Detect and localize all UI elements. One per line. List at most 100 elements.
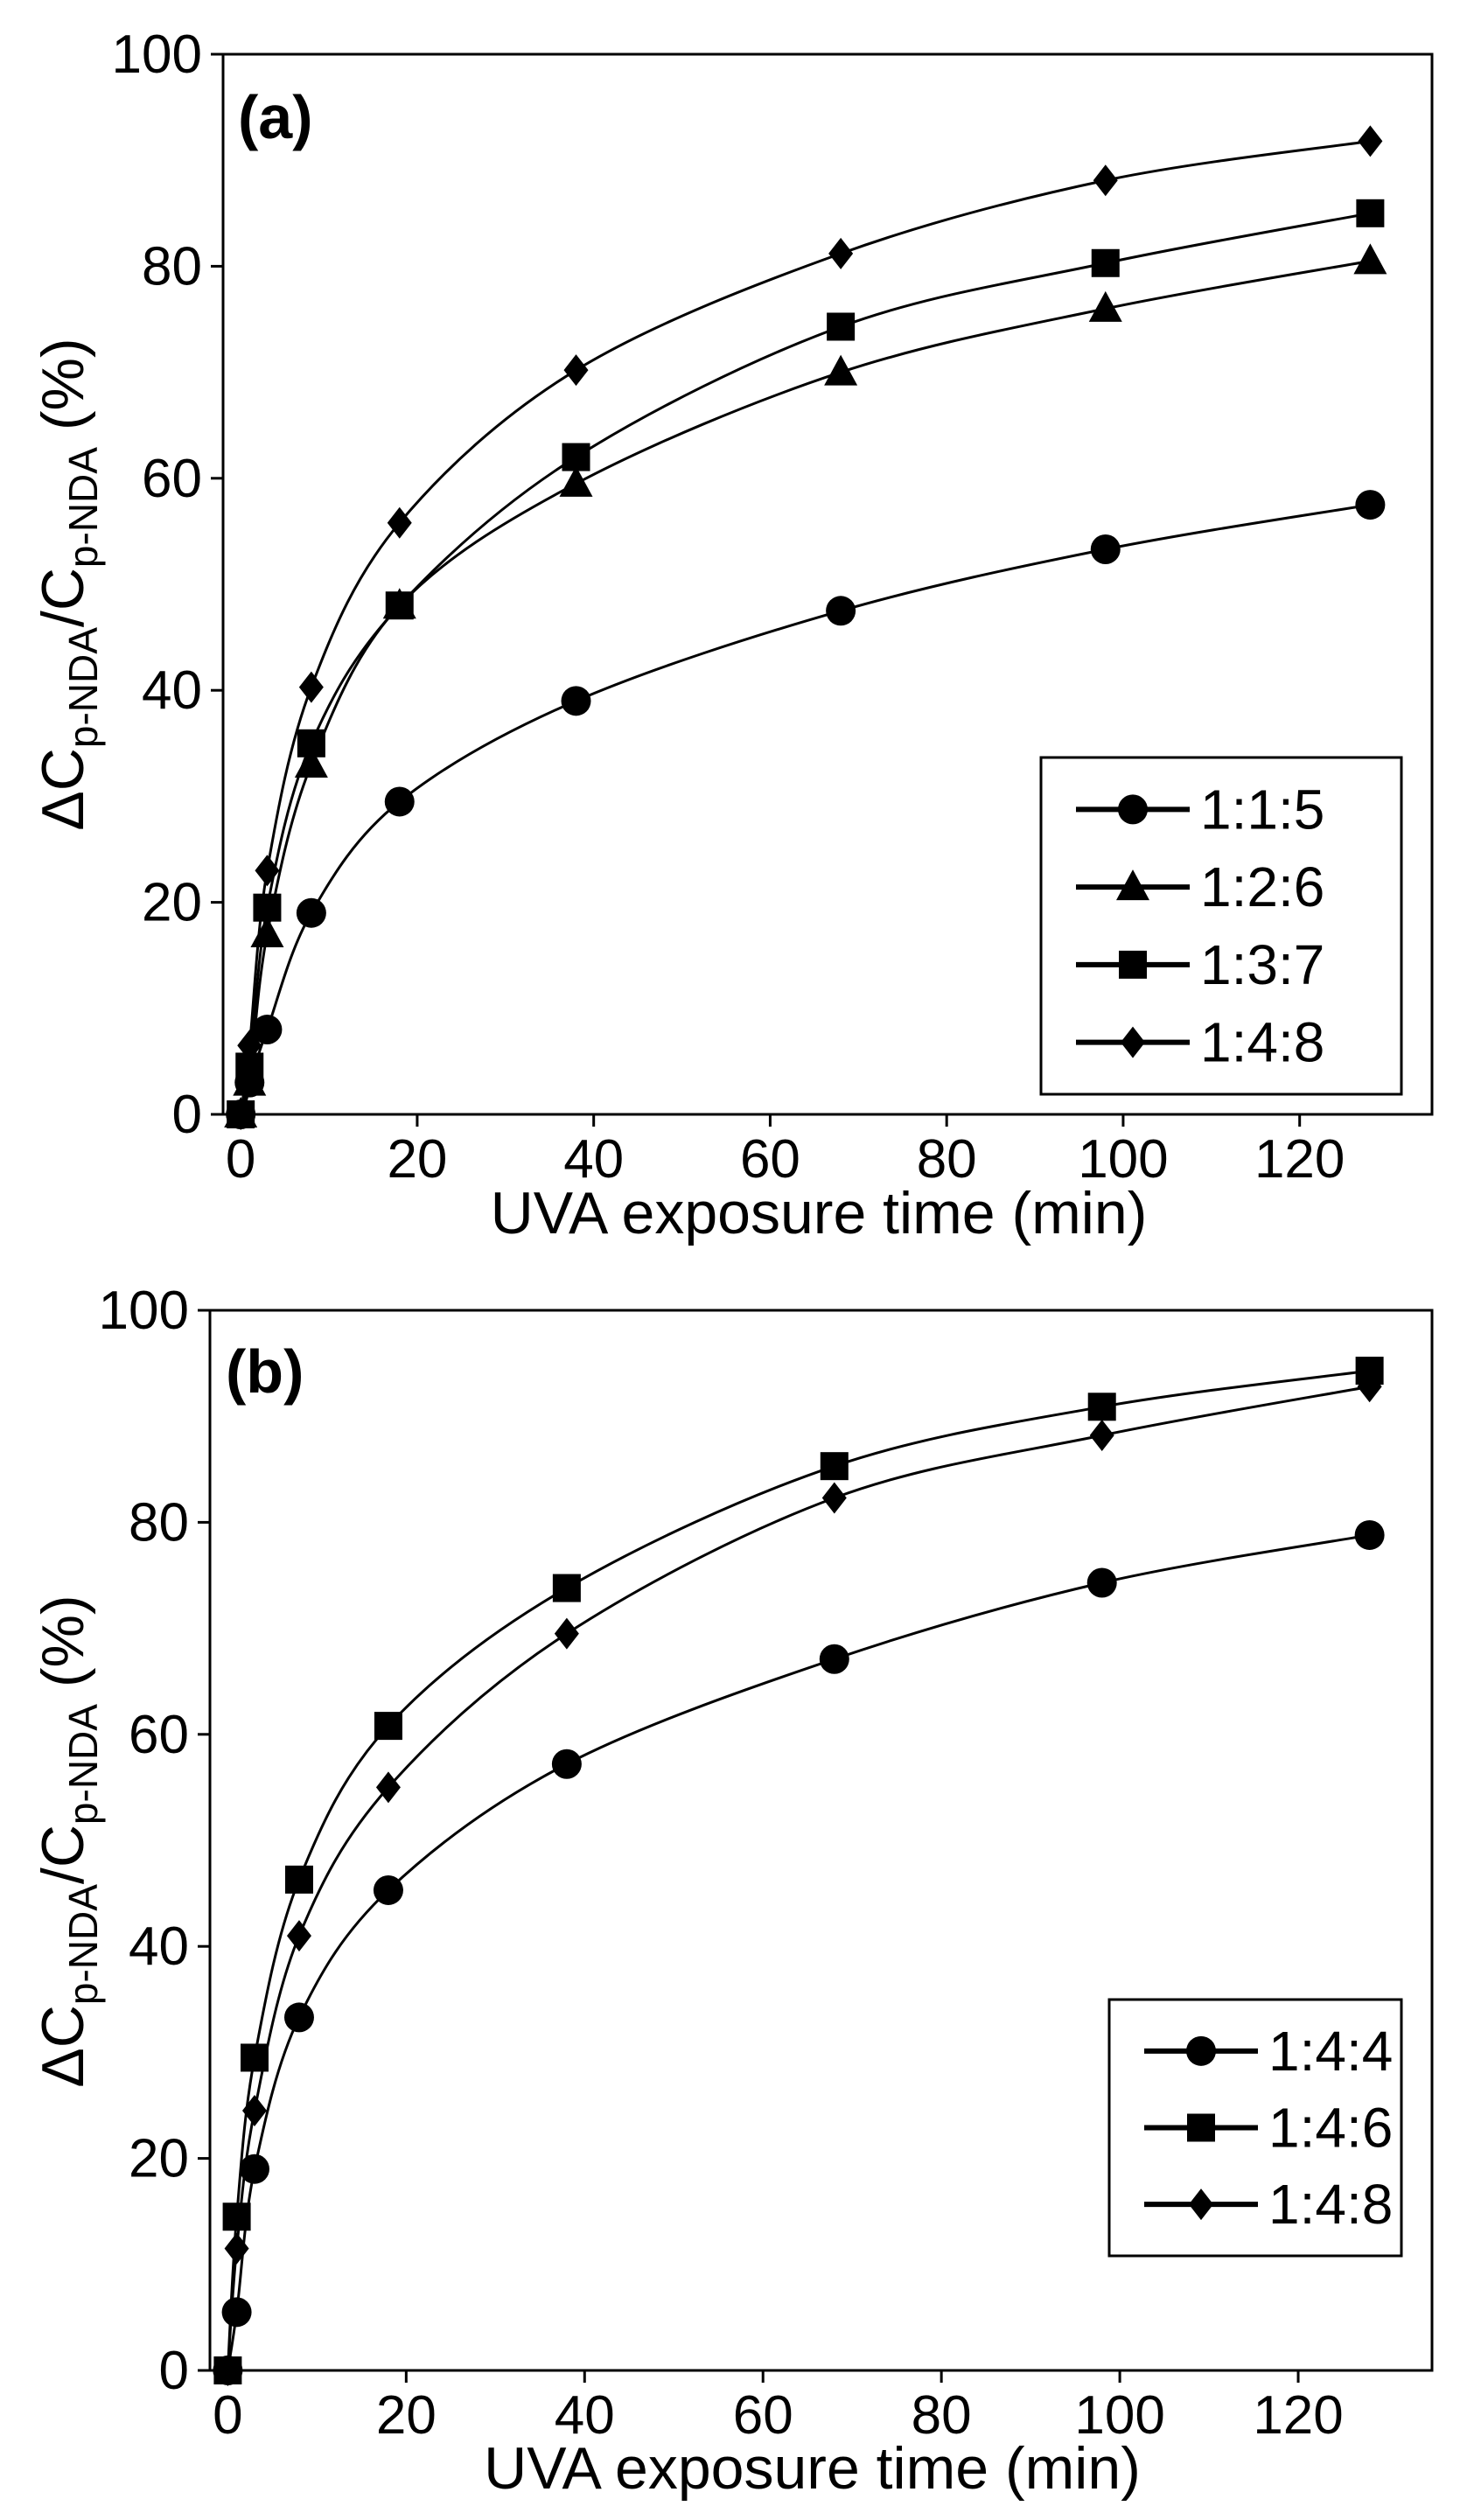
y-tick-label: 80 — [142, 236, 202, 297]
y-axis-title: ΔCp-NDA/Cp-NDA (%) — [30, 1595, 106, 2087]
data-point — [1087, 1393, 1116, 1421]
y-tick-label: 100 — [99, 1281, 189, 1341]
data-point — [820, 1452, 849, 1481]
chart-panel-a: 0 20 40 60 80 100 0 20 40 60 80 100 120 UVA exposure … — [30, 24, 1434, 1246]
legend-marker — [1121, 1026, 1145, 1058]
data-point — [1088, 290, 1122, 322]
legend: 1:1:5 1:2:6 1:3:7 1:4:8 — [1039, 756, 1403, 1096]
y-tick-label: 60 — [129, 1705, 189, 1765]
data-point — [1353, 243, 1387, 275]
x-tick-label: 60 — [733, 2385, 793, 2446]
data-point — [551, 1749, 582, 1779]
data-point — [375, 1771, 401, 1804]
data-point — [559, 465, 593, 497]
x-tick-label: 20 — [387, 1129, 447, 1190]
legend-marker — [1187, 2113, 1215, 2142]
x-tick-label: 40 — [563, 1129, 624, 1190]
x-tick-label: 100 — [1078, 1129, 1168, 1190]
x-tick-label: 120 — [1253, 2385, 1343, 2446]
y-tick-label: 40 — [129, 1916, 189, 1977]
data-point — [562, 443, 590, 471]
series-line — [226, 1369, 1370, 2371]
series-line — [239, 259, 1371, 1115]
data-point — [237, 1030, 262, 1062]
series-line — [239, 212, 1371, 1115]
data-point — [283, 2002, 314, 2033]
data-point — [224, 2232, 249, 2265]
legend-marker — [1189, 2188, 1213, 2221]
data-point — [827, 312, 856, 341]
data-point — [1355, 490, 1386, 520]
y-tick-label: 100 — [112, 24, 202, 85]
data-point — [296, 897, 326, 928]
x-axis-title: UVA exposure time (min) — [484, 2435, 1141, 2502]
y-tick-label: 0 — [159, 2341, 189, 2401]
data-point — [284, 1865, 313, 1894]
data-point — [819, 1644, 849, 1674]
legend-label: 1:3:7 — [1200, 933, 1324, 996]
data-point — [1354, 1519, 1385, 1550]
x-tick-label: 100 — [1074, 2385, 1164, 2446]
data-point — [1093, 164, 1118, 197]
legend-label: 1:4:8 — [1200, 1011, 1324, 1074]
plot-frame — [208, 1309, 1434, 2372]
y-tick-label: 0 — [172, 1085, 202, 1145]
data-point — [828, 237, 854, 269]
x-tick-label: 0 — [213, 2385, 242, 2446]
x-tick-label: 20 — [376, 2385, 437, 2446]
y-tick-label: 80 — [129, 1492, 189, 1553]
x-tick-label: 80 — [912, 2385, 972, 2446]
data-point — [824, 354, 858, 386]
legend-label: 1:4:6 — [1268, 2097, 1393, 2160]
data-point — [1356, 199, 1385, 227]
data-point — [1086, 1567, 1117, 1598]
x-tick-label: 0 — [226, 1129, 255, 1190]
chart-panel-b: 0 20 40 60 80 100 0 20 40 60 80 100 120 UVA exposure … — [30, 1281, 1434, 2502]
plot-frame — [221, 52, 1434, 1116]
data-point — [241, 2095, 267, 2127]
series-line — [239, 139, 1371, 1115]
series-line — [226, 1533, 1370, 2371]
y-tick-label: 60 — [142, 449, 202, 509]
x-axis-title: UVA exposure time (min) — [491, 1180, 1148, 1246]
data-point — [554, 1617, 579, 1650]
data-point — [252, 1015, 283, 1045]
series-1-4-6 — [213, 1357, 1384, 2384]
data-point — [1357, 1371, 1382, 1403]
y-tick-label: 40 — [142, 660, 202, 721]
legend-marker — [1119, 950, 1147, 979]
data-point — [385, 591, 414, 620]
data-point — [215, 2355, 241, 2386]
legend: 1:4:4 1:4:6 1:4:8 — [1107, 1998, 1403, 2258]
legend-label: 1:4:4 — [1268, 2020, 1393, 2083]
data-point — [826, 596, 856, 626]
data-point — [384, 786, 415, 817]
x-tick-label: 60 — [740, 1129, 800, 1190]
data-point — [222, 2202, 251, 2231]
data-point — [387, 506, 412, 539]
data-point — [221, 2297, 252, 2328]
series-1-4-8 — [215, 1371, 1382, 2386]
x-tick-label: 120 — [1254, 1129, 1345, 1190]
series-1-4-8 — [228, 125, 1383, 1130]
y-axis-title: ΔCp-NDA/Cp-NDA (%) — [30, 338, 106, 830]
legend-marker — [1186, 2035, 1216, 2066]
data-point — [228, 1099, 254, 1130]
data-point — [373, 1874, 403, 1905]
data-point — [297, 729, 325, 757]
series-1-3-7 — [227, 199, 1385, 1128]
data-point — [1358, 125, 1383, 157]
data-point — [1091, 248, 1120, 277]
data-point — [1089, 1420, 1114, 1452]
data-point — [298, 671, 324, 703]
data-point — [294, 747, 328, 778]
legend-marker — [1116, 869, 1149, 901]
data-point — [255, 855, 280, 887]
legend-label: 1:1:5 — [1200, 778, 1324, 841]
legend-label: 1:4:8 — [1268, 2173, 1393, 2236]
data-point — [821, 1482, 847, 1514]
series-line — [226, 1385, 1370, 2371]
legend-box — [1039, 756, 1403, 1096]
data-point — [561, 686, 591, 716]
